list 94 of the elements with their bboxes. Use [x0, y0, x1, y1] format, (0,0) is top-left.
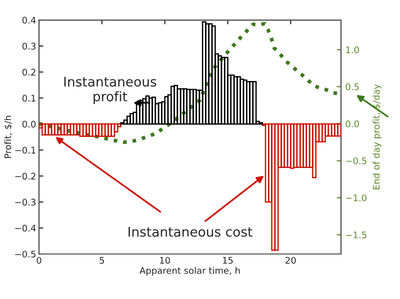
y-tick-label: −0.4 — [15, 224, 36, 232]
y2-tick-label: 1.0 — [346, 46, 359, 54]
bar — [70, 123, 74, 136]
annotation: Instantaneous profit — [64, 76, 156, 104]
y-tick-label: 0.1 — [22, 94, 36, 102]
bar — [126, 116, 131, 125]
bar — [145, 95, 150, 125]
bar — [299, 123, 304, 168]
bar — [82, 123, 87, 137]
annotation: Instantaneous cost — [128, 226, 252, 237]
bar — [252, 81, 257, 125]
y-tick-label: 0.4 — [22, 16, 36, 24]
bar — [306, 123, 310, 168]
bar — [249, 81, 254, 125]
bar — [242, 79, 248, 125]
bar — [330, 123, 336, 137]
x-tick-label: 10 — [160, 256, 170, 264]
bar — [66, 123, 72, 136]
bar — [130, 112, 134, 125]
bar — [328, 123, 332, 137]
y2-tick-label: 0.0 — [346, 120, 359, 128]
bar — [110, 123, 116, 137]
bar — [192, 88, 197, 125]
bar — [174, 84, 178, 125]
bar — [236, 76, 241, 125]
bar — [230, 74, 235, 125]
y-axis-title: Profit, $/h — [4, 116, 12, 158]
bar — [76, 123, 81, 136]
bar — [101, 123, 106, 137]
y2-tick-label: −0.5 — [346, 157, 366, 164]
bar — [72, 123, 78, 136]
y2-tick-label: 0.5 — [346, 83, 359, 90]
x-tick-label: 15 — [223, 257, 233, 264]
bar — [334, 123, 338, 137]
bar — [290, 123, 294, 169]
bar — [246, 81, 250, 125]
bar — [211, 25, 216, 125]
bar — [86, 123, 90, 137]
bar — [220, 56, 226, 125]
bar — [322, 123, 326, 142]
bar — [64, 123, 68, 136]
bar — [44, 123, 50, 136]
bar — [104, 123, 109, 137]
bar — [302, 123, 308, 168]
bar — [92, 123, 96, 137]
bar — [284, 123, 288, 168]
y-tick-label: −0.2 — [15, 172, 36, 180]
bar — [286, 123, 292, 168]
bar — [79, 123, 84, 137]
bar — [196, 90, 200, 125]
bar — [312, 123, 316, 178]
bar — [202, 21, 206, 125]
y-tick-label: 0.2 — [22, 68, 36, 76]
y-tick-label: −0.3 — [15, 198, 36, 206]
bar — [50, 123, 56, 136]
bar — [98, 123, 103, 137]
y2-tick-label: −1.0 — [346, 194, 366, 202]
bar — [318, 123, 323, 142]
x-tick-label: 0 — [36, 256, 42, 264]
bar — [108, 123, 112, 137]
bar — [176, 88, 182, 125]
bar — [205, 23, 210, 125]
bar — [170, 86, 175, 125]
bar — [280, 123, 285, 168]
bar — [164, 96, 169, 125]
bar — [180, 88, 184, 125]
bar — [293, 123, 298, 168]
y2-tick-label: −1.5 — [346, 232, 366, 238]
bar — [337, 123, 341, 137]
bar — [42, 123, 46, 136]
bar — [258, 122, 263, 125]
bar — [274, 123, 279, 251]
bar — [224, 56, 228, 125]
bar — [95, 123, 100, 137]
bar — [296, 123, 301, 168]
x-tick-label: 20 — [286, 256, 296, 264]
bar — [240, 78, 244, 125]
bar — [271, 123, 276, 251]
y-tick-label: −0.5 — [15, 250, 36, 258]
y-tick-label: 0.3 — [22, 42, 36, 50]
y-tick-label: 0.0 — [22, 120, 36, 128]
bar — [88, 123, 94, 137]
bar — [189, 88, 194, 125]
bar — [48, 123, 52, 136]
x-axis-title: Apparent solar time, h — [140, 266, 240, 276]
bar — [208, 23, 213, 125]
x-tick-label: 5 — [100, 257, 104, 264]
bar — [158, 102, 162, 125]
bar — [183, 88, 188, 125]
y-tick-label: −0.1 — [15, 146, 36, 154]
bar — [186, 88, 191, 125]
bar — [218, 55, 222, 125]
bar — [233, 76, 238, 125]
bar — [123, 119, 128, 125]
